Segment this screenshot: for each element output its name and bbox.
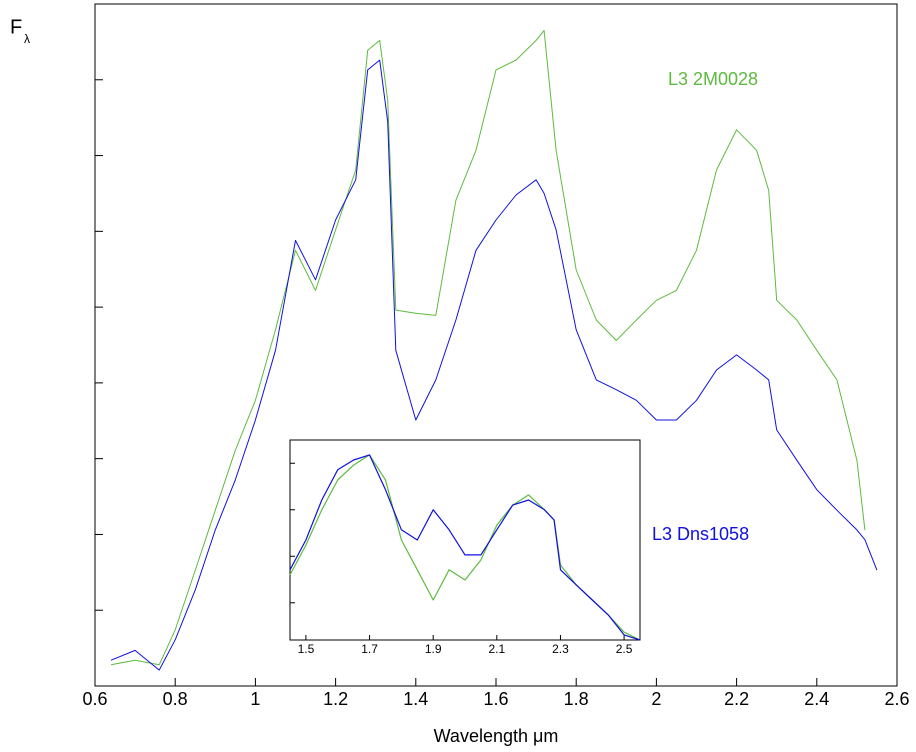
x-tick-label: 1.9 bbox=[425, 642, 442, 656]
x-tick-label: 1.8 bbox=[564, 689, 589, 709]
x-tick-label: 2.6 bbox=[884, 689, 909, 709]
x-tick-label: 1.6 bbox=[483, 689, 508, 709]
x-tick-label: 0.6 bbox=[82, 689, 107, 709]
x-tick-label: 0.8 bbox=[163, 689, 188, 709]
series-label: L3 2M0028 bbox=[668, 69, 758, 89]
x-tick-label: 1 bbox=[250, 689, 260, 709]
x-tick-label: 2.5 bbox=[616, 642, 633, 656]
x-tick-label: 2.2 bbox=[724, 689, 749, 709]
series-label: L3 Dns1058 bbox=[652, 524, 749, 544]
x-tick-label: 1.2 bbox=[323, 689, 348, 709]
spectrum-line bbox=[110, 59, 878, 671]
plot-frame bbox=[94, 3, 898, 687]
x-tick-label: 2.1 bbox=[488, 642, 505, 656]
x-axis-label: Wavelength μm bbox=[434, 726, 559, 746]
y-axis-label: F bbox=[10, 16, 22, 38]
x-tick-label: 1.4 bbox=[403, 689, 428, 709]
spectrum-line bbox=[289, 454, 641, 641]
spectrum-line bbox=[289, 454, 641, 641]
plot-frame bbox=[289, 439, 641, 641]
y-axis-label-subscript: λ bbox=[24, 32, 30, 46]
spectrum-line bbox=[110, 30, 866, 666]
x-tick-label: 2 bbox=[651, 689, 661, 709]
x-tick-label: 2.4 bbox=[804, 689, 829, 709]
x-tick-label: 1.5 bbox=[298, 642, 315, 656]
x-tick-label: 2.3 bbox=[552, 642, 569, 656]
x-tick-label: 1.7 bbox=[361, 642, 378, 656]
